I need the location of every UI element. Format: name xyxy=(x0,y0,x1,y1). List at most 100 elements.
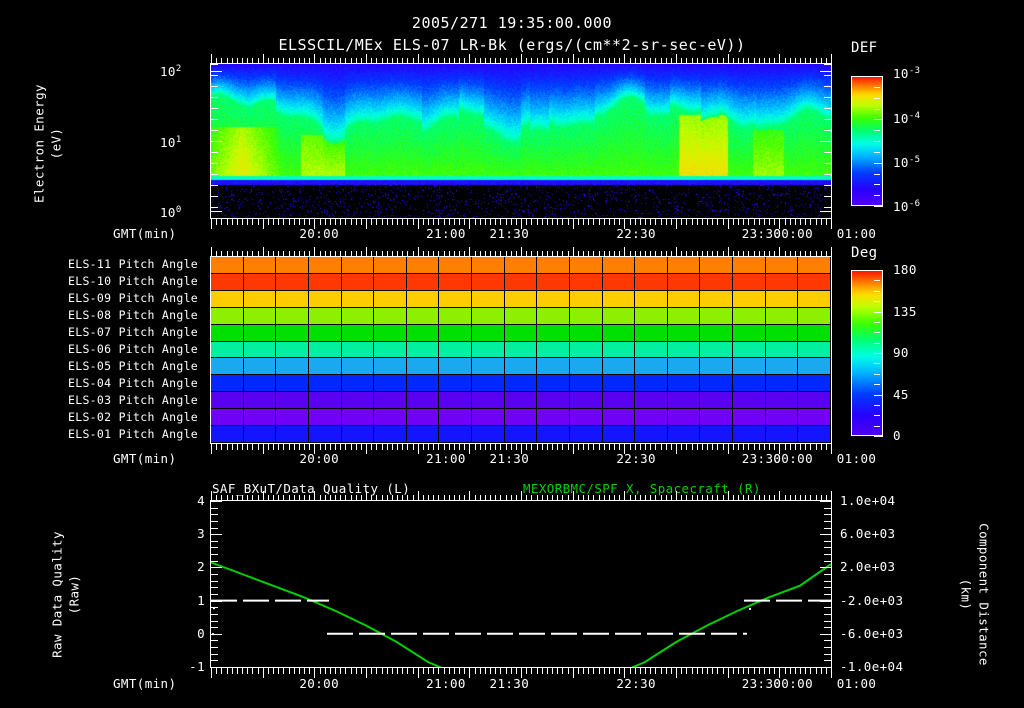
axis-tick xyxy=(247,668,249,674)
axis-tick xyxy=(660,444,662,450)
axis-tick xyxy=(583,495,584,501)
axis-tick xyxy=(660,668,662,674)
axis-tick xyxy=(355,58,357,64)
axis-tick xyxy=(696,58,698,64)
axis-tick xyxy=(355,495,357,501)
axis-tick xyxy=(794,444,796,450)
pitch-angle-grid[interactable] xyxy=(211,257,831,443)
axis-tick xyxy=(526,219,528,225)
pitch-angle-cell xyxy=(537,426,570,443)
x-tick-label: 23:30 xyxy=(741,676,782,691)
pitch-angle-cell xyxy=(341,324,375,342)
pitch-angle-row[interactable] xyxy=(211,409,831,427)
axis-tick xyxy=(453,444,455,450)
axis-tick xyxy=(283,668,285,674)
axis-tick xyxy=(639,58,641,64)
axis-tick xyxy=(722,219,724,225)
colorbar-minor-tick xyxy=(874,332,880,334)
axis-tick xyxy=(221,444,223,450)
axis-tick xyxy=(211,444,212,454)
axis-tick xyxy=(366,219,367,229)
axis-major-tick xyxy=(820,600,831,602)
colorbar-major-tick xyxy=(874,119,883,121)
pitch-angle-cell xyxy=(341,290,375,308)
axis-tick xyxy=(262,444,264,454)
pitch-angle-row[interactable] xyxy=(211,257,831,274)
axis-tick xyxy=(815,251,817,257)
pitch-angle-row[interactable] xyxy=(211,426,831,443)
pitch-angle-cell xyxy=(602,273,636,291)
pitch-angle-row[interactable] xyxy=(211,392,831,410)
pitch-angle-cell xyxy=(635,375,668,393)
pitch-angle-row[interactable] xyxy=(211,307,831,325)
pitch-angle-cell xyxy=(537,341,570,359)
pitch-angle-row[interactable] xyxy=(211,290,831,308)
axis-tick xyxy=(417,491,419,501)
axis-tick xyxy=(211,540,218,542)
axis-tick xyxy=(789,58,791,64)
axis-tick xyxy=(681,668,683,674)
axis-tick xyxy=(510,251,512,257)
pitch-angle-cell xyxy=(765,341,799,359)
pitch-angle-row[interactable] xyxy=(211,375,831,393)
axis-tick xyxy=(376,58,378,64)
pitch-angle-cell xyxy=(374,290,407,308)
axis-tick xyxy=(350,251,352,257)
axis-tick xyxy=(536,58,538,64)
axis-tick xyxy=(824,163,831,164)
axis-tick xyxy=(319,495,321,501)
axis-major-tick xyxy=(820,633,831,635)
axis-tick xyxy=(825,444,827,450)
pitch-angle-cell xyxy=(308,409,342,427)
axis-tick xyxy=(211,527,218,529)
pitch-angle-cell xyxy=(374,426,407,443)
axis-major-tick xyxy=(820,534,831,536)
axis-tick xyxy=(247,58,249,64)
axis-tick xyxy=(314,54,316,64)
pitch-angle-row[interactable] xyxy=(211,273,831,291)
pitch-angle-cell xyxy=(667,273,701,291)
axis-tick xyxy=(397,58,398,64)
colorbar-minor-tick xyxy=(874,97,880,99)
axis-tick xyxy=(355,444,357,450)
pitch-angle-cell xyxy=(537,375,570,393)
pitch-angle-cell xyxy=(700,375,733,393)
pitch-angle-cell xyxy=(406,341,440,359)
spectrogram-plot-area[interactable] xyxy=(211,64,831,218)
axis-tick xyxy=(810,251,812,257)
axis-tick xyxy=(448,58,450,64)
pitch-angle-row[interactable] xyxy=(211,358,831,376)
axis-tick xyxy=(732,58,734,64)
axis-tick xyxy=(572,247,574,257)
pitch-angle-cell xyxy=(276,375,309,393)
pitch-angle-row[interactable] xyxy=(211,341,831,359)
deg-tick-label: 90 xyxy=(893,345,909,360)
axis-tick xyxy=(247,444,249,450)
axis-tick xyxy=(619,219,621,225)
pitch-angle-cell xyxy=(504,307,538,325)
axis-tick xyxy=(335,444,336,450)
axis-tick xyxy=(324,495,326,501)
axis-tick xyxy=(603,668,605,674)
colorbar-major-tick xyxy=(874,270,883,271)
axis-tick xyxy=(588,495,590,501)
axis-tick xyxy=(676,668,677,678)
axis-tick xyxy=(428,58,429,64)
axis-tick xyxy=(438,495,440,501)
axis-tick xyxy=(211,152,218,153)
axis-tick xyxy=(422,219,424,225)
axis-tick xyxy=(696,495,698,501)
axis-tick xyxy=(769,58,770,64)
axis-tick xyxy=(712,668,714,674)
pitch-angle-row[interactable] xyxy=(211,324,831,342)
pitch-angle-cell xyxy=(276,290,309,308)
panel3-ytick-left: 4 xyxy=(197,493,205,508)
axis-tick xyxy=(645,251,646,257)
pitch-angle-cell xyxy=(602,358,636,376)
axis-tick xyxy=(800,219,801,225)
pitch-angle-cell xyxy=(733,290,766,308)
axis-tick xyxy=(278,444,280,450)
axis-tick xyxy=(283,251,285,257)
quality-plot-area[interactable] xyxy=(211,501,831,667)
pitch-angle-cell xyxy=(733,307,766,325)
